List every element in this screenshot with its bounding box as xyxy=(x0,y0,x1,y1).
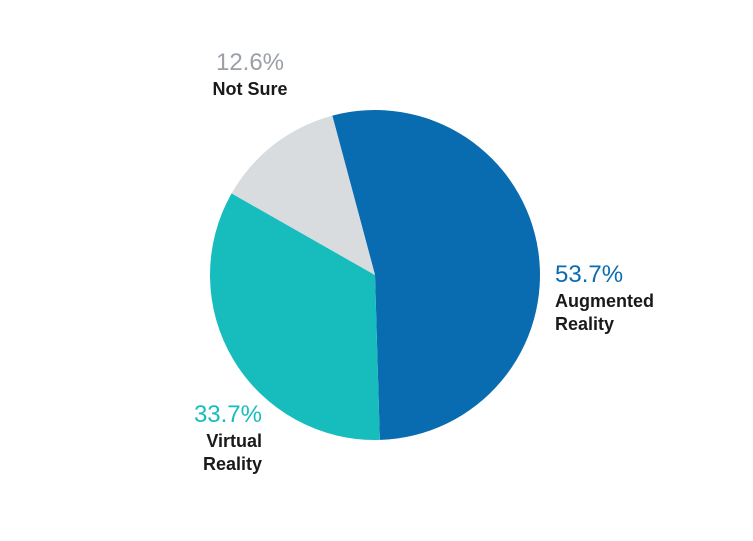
slice-name-not-sure: Not Sure xyxy=(160,78,340,101)
slice-label-not-sure: 12.6% Not Sure xyxy=(160,48,340,101)
slice-name-virtual-reality: VirtualReality xyxy=(142,430,262,475)
slice-percent-not-sure: 12.6% xyxy=(160,48,340,78)
pie-chart-svg xyxy=(210,110,540,440)
slice-percent-virtual-reality: 33.7% xyxy=(142,400,262,430)
pie-chart-container: 53.7% AugmentedReality 33.7% VirtualReal… xyxy=(0,0,753,541)
slice-label-virtual-reality: 33.7% VirtualReality xyxy=(142,400,262,475)
slice-percent-augmented-reality: 53.7% xyxy=(555,260,654,290)
slice-name-augmented-reality: AugmentedReality xyxy=(555,290,654,335)
slice-label-augmented-reality: 53.7% AugmentedReality xyxy=(555,260,654,335)
